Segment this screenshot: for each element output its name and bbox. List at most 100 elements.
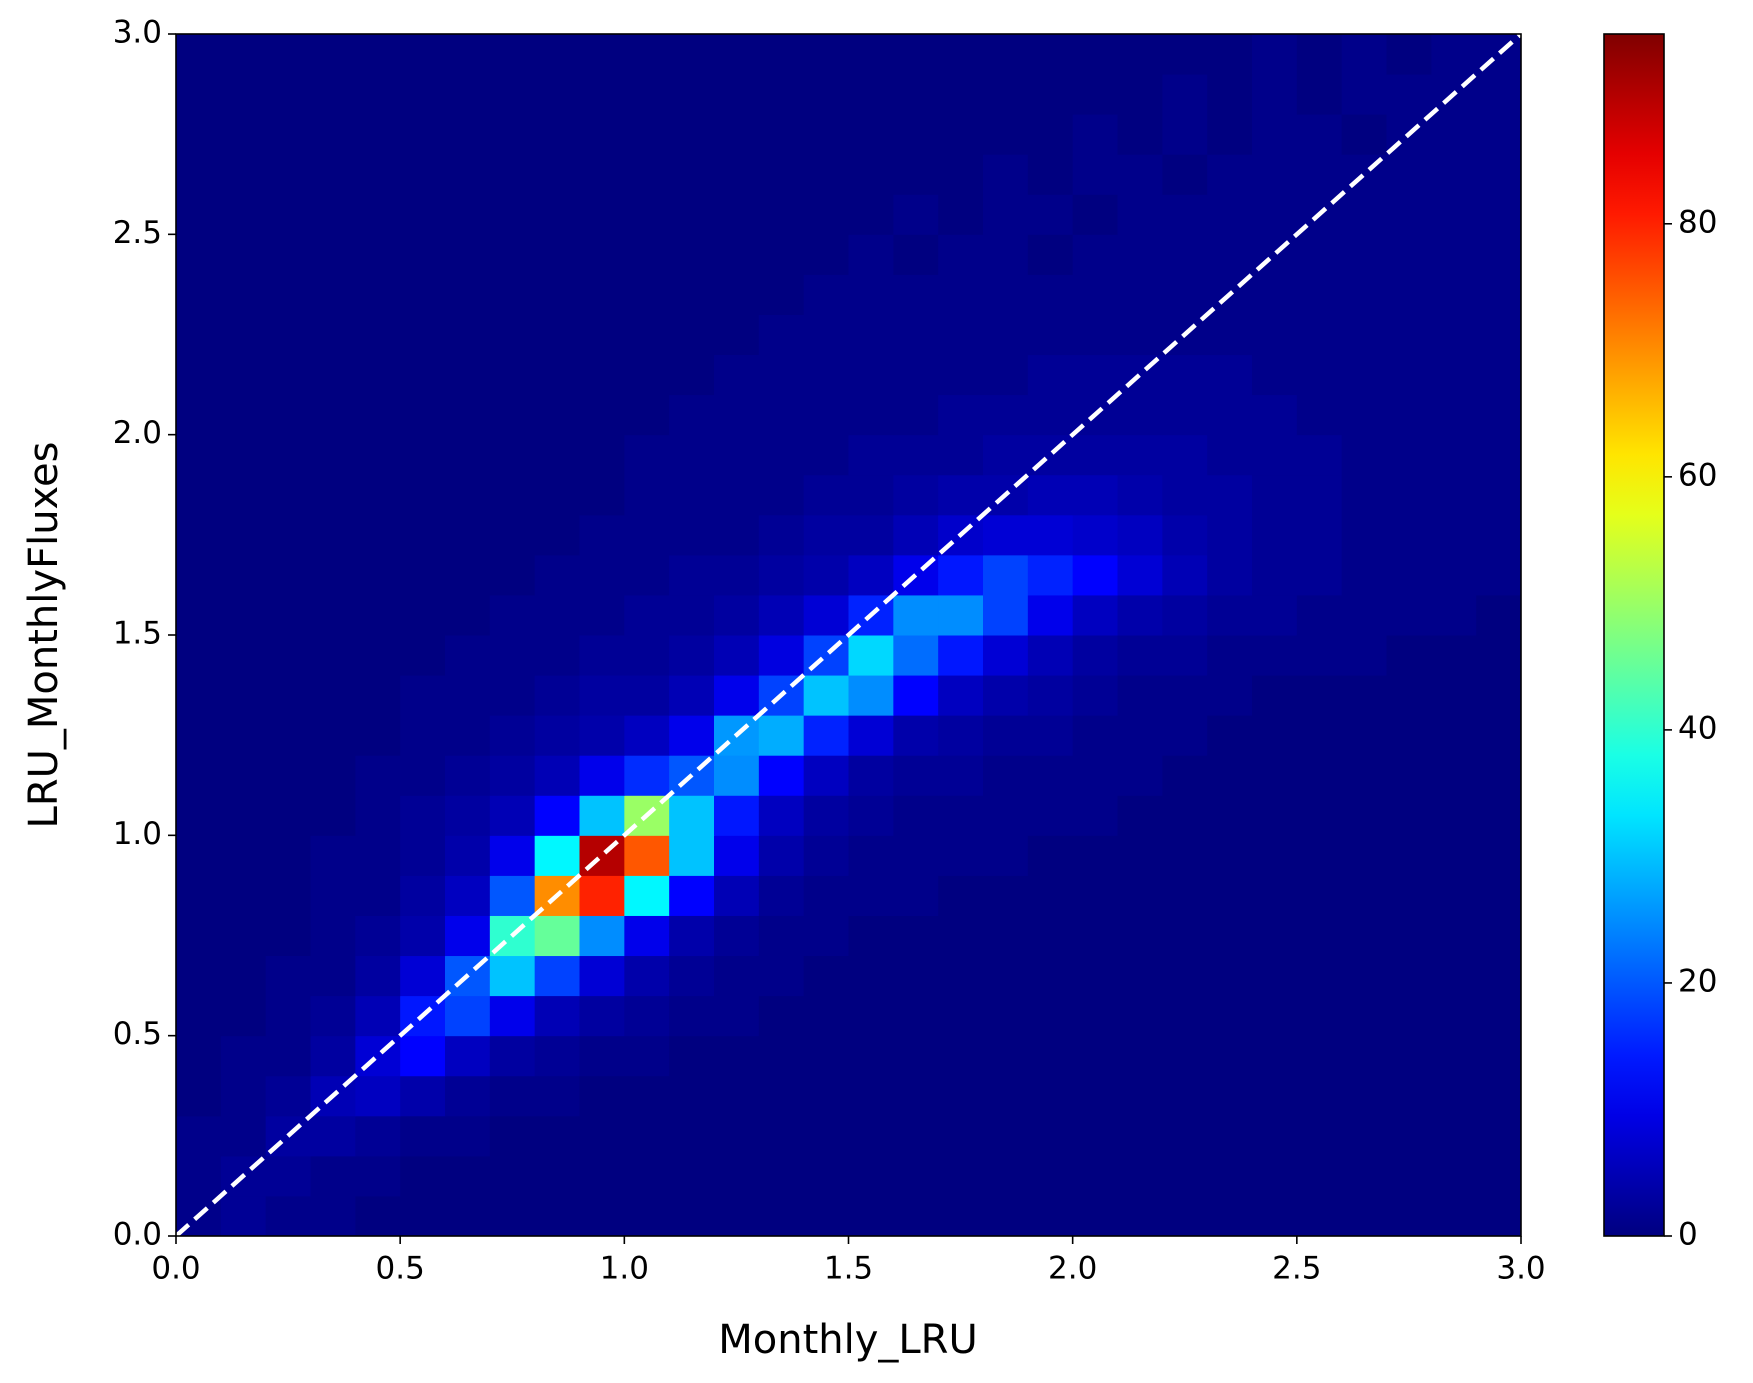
hist-cell <box>624 1075 670 1117</box>
hist-cell <box>848 154 894 195</box>
hist-cell <box>1476 915 1522 957</box>
hist-cell <box>624 635 670 676</box>
hist-cell <box>893 514 939 556</box>
hist-cell <box>758 1155 805 1197</box>
hist-cell <box>1027 274 1074 315</box>
hist-cell <box>265 1195 311 1237</box>
hist-cell <box>669 795 715 836</box>
hist-cell <box>938 875 984 916</box>
hist-cell <box>355 354 401 396</box>
hist-cell <box>983 875 1029 916</box>
hist-cell <box>400 1075 446 1117</box>
hist-cell <box>1117 34 1163 75</box>
hist-cell <box>803 234 849 275</box>
hist-cell <box>579 675 625 716</box>
hist-cell <box>1207 154 1253 195</box>
x-tick-label: 1.5 <box>824 1251 873 1287</box>
hist-cell <box>355 835 401 876</box>
hist-cell <box>1431 514 1477 556</box>
hist-cell <box>1431 795 1477 836</box>
hist-cell <box>579 755 625 796</box>
hist-cell <box>1072 234 1118 275</box>
hist-cell <box>893 354 939 396</box>
hist-cell <box>1341 394 1387 436</box>
hist-cell <box>1072 114 1118 155</box>
hist-cell <box>220 554 267 596</box>
hist-cell <box>534 394 580 436</box>
hist-cell <box>1296 1115 1343 1157</box>
hist-cell <box>1072 1035 1118 1077</box>
hist-cell <box>176 1075 222 1117</box>
hist-cell <box>534 114 580 155</box>
hist-cell <box>534 915 580 957</box>
hist-cell <box>400 594 446 636</box>
hist-cell <box>1162 915 1208 957</box>
hist-cell <box>803 915 849 957</box>
hist-cell <box>265 1075 311 1117</box>
hist-cell <box>220 474 267 516</box>
hist-cell <box>220 995 267 1037</box>
hist-cell <box>714 354 760 396</box>
hist-cell <box>220 955 267 997</box>
hist-cell <box>1296 394 1343 436</box>
hist-cell <box>579 835 625 876</box>
hist-cell <box>803 955 849 997</box>
hist-cell <box>265 354 311 396</box>
hist-cell <box>1207 1195 1253 1237</box>
hist-cell <box>400 955 446 997</box>
hist-cell <box>1252 314 1298 356</box>
hist-cell <box>445 1155 491 1197</box>
hist-cell <box>1162 74 1208 115</box>
hist-cell <box>1341 234 1387 275</box>
hist-cell <box>893 1115 939 1157</box>
hist-cell <box>310 354 356 396</box>
hist-cell <box>1341 474 1387 516</box>
hist-cell <box>489 715 536 756</box>
y-tick-label: 0.5 <box>113 1016 162 1052</box>
hist-cell <box>848 1115 894 1157</box>
hist-cell <box>1027 755 1074 796</box>
y-tick-label: 3.0 <box>113 15 162 51</box>
hist-cell <box>579 875 625 916</box>
hist-cell <box>1341 354 1387 396</box>
hist-cell <box>803 594 849 636</box>
hist-cell <box>579 915 625 957</box>
hist-cell <box>579 955 625 997</box>
hist-cell <box>1252 594 1298 636</box>
hist-cell <box>938 755 984 796</box>
hist-cell <box>265 755 311 796</box>
hist-cell <box>176 154 222 195</box>
hist-cell <box>848 274 894 315</box>
hist-cell <box>848 394 894 436</box>
hist-cell <box>176 995 222 1037</box>
hist-cell <box>534 1115 580 1157</box>
hist-cell <box>1027 1115 1074 1157</box>
hist-cell <box>1296 234 1343 275</box>
hist-cell <box>445 1195 491 1237</box>
hist-cell <box>1117 554 1163 596</box>
hist-cell <box>624 314 670 356</box>
hist-cell <box>355 795 401 836</box>
hist-cell <box>1386 74 1432 115</box>
hist-cell <box>176 194 222 235</box>
hist-cell <box>1027 795 1074 836</box>
hist-cell <box>1207 795 1253 836</box>
hist-cell <box>489 795 536 836</box>
hist-cell <box>400 835 446 876</box>
hist-cell <box>893 835 939 876</box>
hist-cell <box>489 114 536 155</box>
hist-cell <box>310 314 356 356</box>
hist-cell <box>1341 1115 1387 1157</box>
hist-cell <box>265 114 311 155</box>
hist-cell <box>1252 114 1298 155</box>
hist-cell <box>848 1035 894 1077</box>
hist-cell <box>445 835 491 876</box>
hist-cell <box>445 314 491 356</box>
hist-cell <box>1117 675 1163 716</box>
hist-cell <box>983 635 1029 676</box>
hist-cell <box>1296 835 1343 876</box>
hist-cell <box>579 635 625 676</box>
hist-cell <box>1431 594 1477 636</box>
hist-cell <box>1386 915 1432 957</box>
hist-cell <box>1296 514 1343 556</box>
